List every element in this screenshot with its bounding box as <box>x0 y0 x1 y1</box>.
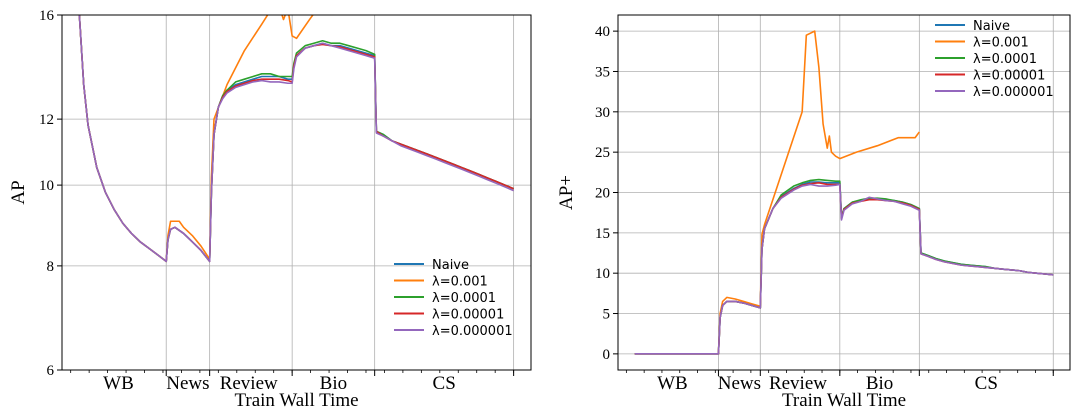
y-tick-label: 0 <box>603 347 611 363</box>
legend-label: λ=0.000001 <box>432 324 513 339</box>
y-tick-label: 8 <box>47 259 55 275</box>
y-tick-label: 35 <box>595 64 610 80</box>
legend-label: λ=0.00001 <box>973 69 1045 84</box>
segment-label: WB <box>657 373 688 394</box>
legend-label: λ=0.0001 <box>973 52 1037 67</box>
legend-label: Naive <box>973 19 1010 34</box>
y-tick-label: 20 <box>595 186 610 202</box>
legend-label: λ=0.0001 <box>432 291 496 306</box>
segment-label: CS <box>433 373 456 394</box>
segment-label: News <box>718 373 761 394</box>
y-tick-label: 40 <box>595 24 610 40</box>
y-tick-label: 10 <box>595 266 610 282</box>
segment-label: Bio <box>320 373 347 394</box>
series-group <box>78 15 514 263</box>
segment-label: CS <box>975 373 998 394</box>
x-axis-title: Train Wall Time <box>234 390 358 411</box>
y-tick-label: 25 <box>595 145 610 161</box>
series-line-3 <box>634 178 1054 355</box>
series-line-2 <box>634 30 920 355</box>
legend-label: Naive <box>432 258 469 273</box>
y-tick-label: 30 <box>595 105 610 121</box>
segment-label: Review <box>220 373 278 394</box>
series-line-5 <box>78 15 514 263</box>
series-line-1 <box>78 15 514 263</box>
series-line-5 <box>634 183 1054 355</box>
y-tick-label: 15 <box>595 226 610 242</box>
chart-panel-1: 6 8 10 12 16 WB News Review Bio CS Train Wall Time… <box>8 8 532 411</box>
segment-label: Review <box>769 373 827 394</box>
y-tick-label: 5 <box>603 307 611 323</box>
plot-frame <box>61 14 532 371</box>
series-line-2 <box>78 15 314 263</box>
y-tick-label: 16 <box>39 8 55 24</box>
chart-panel-2: 0 5 10 15 20 25 30 35 40 WB News Review Bio CS Train W… <box>556 14 1071 411</box>
segment-label: Bio <box>866 373 893 394</box>
plot-frame <box>617 14 1071 371</box>
y-axis-title: AP <box>8 180 29 204</box>
legend-label: λ=0.00001 <box>432 308 504 323</box>
legend-label: λ=0.001 <box>973 36 1029 51</box>
y-tick-label: 12 <box>39 112 54 128</box>
legend-label: λ=0.000001 <box>973 85 1054 100</box>
y-axis-title: AP+ <box>556 175 577 210</box>
y-tick-label: 6 <box>47 363 55 379</box>
y-tick-label: 10 <box>39 178 54 194</box>
segment-label: News <box>166 373 209 394</box>
x-axis-title: Train Wall Time <box>782 390 906 411</box>
series-line-3 <box>78 15 514 263</box>
legend-label: λ=0.001 <box>432 275 488 290</box>
segment-label: WB <box>103 373 134 394</box>
series-group <box>634 30 1054 355</box>
series-line-4 <box>78 15 514 263</box>
